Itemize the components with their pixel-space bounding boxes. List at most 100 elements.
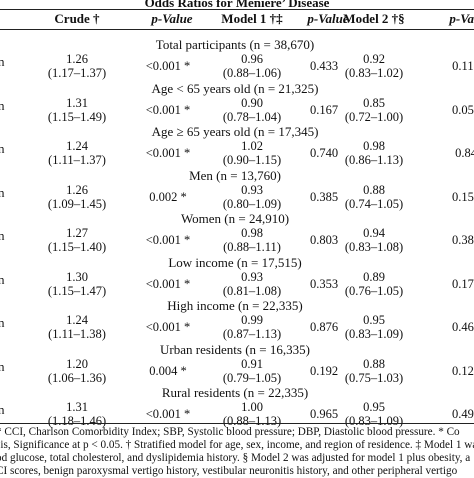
cell-m2-ci: (0.83–1.09)	[344, 414, 404, 428]
cell-crude-ci: (1.18–1.46)	[47, 414, 107, 428]
cell-m1-ci: (0.79–1.05)	[222, 370, 282, 385]
cell-p1: <0.001 *	[145, 407, 191, 421]
row-label: n	[0, 271, 5, 287]
cell-p2: 0.385	[309, 189, 339, 204]
row-label: n	[0, 54, 5, 69]
group-label: Men (n = 13,760)	[189, 167, 281, 183]
header-crude: Crude †	[54, 11, 100, 26]
table-title: Odds Ratios for Meniere’ Disease	[144, 0, 330, 10]
cell-p1: <0.001 *	[145, 320, 191, 334]
cell-crude-ci: (1.11–1.37)	[48, 153, 106, 167]
cell-crude-ci: (1.06–1.36)	[47, 370, 107, 385]
cell-p1: <0.001 *	[145, 276, 191, 291]
group-label: High income (n = 22,335)	[167, 298, 303, 313]
header-p-value-2: p-Value	[307, 11, 349, 26]
cell-m1: 0.99	[241, 313, 263, 327]
footnote-line-1: * CCI, Charlson Comorbidity Index; SBP, …	[0, 426, 460, 438]
header-p-value-1: p-Value	[151, 11, 193, 26]
cell-m1: 1.02	[241, 139, 263, 153]
cell-m2: 0.98	[363, 139, 385, 153]
cell-m1-ci: (0.78–1.04)	[222, 109, 282, 124]
cell-m2: 0.88	[363, 356, 385, 371]
cell-m2: 0.92	[363, 52, 385, 66]
header-model-1: Model 1 †‡	[221, 11, 283, 26]
footnote-line-2: sis, Significance at p < 0.05. † Stratif…	[0, 439, 474, 451]
cell-m2-ci: (0.86–1.13)	[344, 153, 404, 167]
cell-crude-ci: (1.15–1.49)	[47, 109, 107, 124]
row-label: n	[0, 402, 5, 417]
cell-m1: 0.91	[241, 356, 263, 371]
cell-m2-ci: (0.72–1.00)	[344, 109, 404, 124]
cell-p3: 0.462	[451, 320, 474, 334]
cell-m2: 0.95	[363, 313, 385, 327]
group-label: Women (n = 24,910)	[180, 211, 290, 226]
cell-m2-ci: (0.76–1.05)	[344, 283, 404, 298]
row-label: n	[0, 315, 5, 330]
group-label: Rural residents (n = 22,335)	[161, 385, 309, 400]
row-label: n	[0, 358, 5, 374]
footnote-line-4: CI scores, benign paroxysmal vertigo his…	[0, 465, 458, 477]
row-label: n	[0, 228, 5, 243]
header-model-2: Model 2 †§	[343, 11, 405, 26]
cell-m1: 0.98	[241, 226, 263, 240]
cell-p2: 0.192	[309, 363, 339, 378]
cell-p1: 0.004 *	[149, 363, 187, 378]
cell-crude: 1.24	[66, 139, 88, 153]
cell-crude-ci: (1.11–1.38)	[48, 327, 106, 341]
cell-p1: <0.001 *	[145, 233, 191, 247]
cell-crude: 1.30	[66, 269, 88, 284]
cell-p3: 0.110	[452, 59, 474, 73]
cell-m1-ci: (0.88–1.13)	[222, 414, 282, 428]
cell-p2: 0.353	[309, 276, 339, 291]
cell-crude-ci: (1.15–1.40)	[47, 240, 107, 254]
cell-m2-ci: (0.83–1.08)	[344, 240, 404, 254]
cell-m2: 0.95	[363, 400, 385, 414]
cell-crude: 1.31	[66, 95, 88, 110]
row-label: n	[0, 184, 5, 200]
cell-crude-ci: (1.17–1.37)	[47, 66, 107, 80]
cell-m2-ci: (0.74–1.05)	[344, 196, 404, 211]
group-label: Age ≥ 65 years old (n = 17,345)	[151, 124, 319, 139]
cell-p1: <0.001 *	[145, 146, 191, 160]
cell-p3: 0.496	[451, 407, 474, 421]
cell-crude: 1.26	[66, 52, 88, 66]
cell-m2-ci: (0.75–1.03)	[344, 370, 404, 385]
cell-p2: 0.740	[309, 146, 339, 160]
cell-m1: 0.90	[241, 95, 263, 110]
cell-m2-ci: (0.83–1.09)	[344, 327, 404, 341]
header-p-value-3: p-Value	[449, 11, 474, 26]
cell-p3: 0.158	[451, 189, 474, 204]
cell-p2: 0.876	[309, 320, 339, 334]
cell-m2: 0.88	[363, 182, 385, 197]
cell-crude-ci: (1.09–1.45)	[47, 196, 107, 211]
cell-p3: 0.384	[451, 233, 474, 247]
row-label: n	[0, 141, 5, 156]
cell-m2: 0.89	[363, 269, 385, 284]
cell-crude: 1.31	[66, 400, 88, 414]
cell-p2: 0.433	[309, 59, 339, 73]
group-label: Low income (n = 17,515)	[168, 254, 302, 270]
cell-m1-ci: (0.88–1.06)	[222, 66, 282, 80]
cell-p1: <0.001 *	[145, 59, 191, 73]
cell-p3: 0.84	[455, 146, 474, 160]
cell-p3: 0.121	[451, 363, 474, 378]
cell-m2: 0.94	[363, 226, 385, 240]
cell-p1: 0.002 *	[149, 189, 187, 204]
cell-crude: 1.27	[66, 226, 88, 240]
cell-crude-ci: (1.15–1.47)	[47, 283, 107, 298]
bottom-rule	[0, 423, 474, 424]
row-label: n	[0, 97, 5, 113]
cell-m1: 1.00	[241, 400, 263, 414]
cell-m2: 0.85	[363, 95, 385, 110]
cell-p1: <0.001 *	[145, 102, 191, 117]
top-rule	[0, 9, 474, 10]
cell-m1: 0.96	[241, 52, 263, 66]
cell-crude: 1.26	[66, 182, 88, 197]
cell-m1-ci: (0.81–1.08)	[222, 283, 282, 298]
cell-crude: 1.24	[66, 313, 88, 327]
cell-p2: 0.965	[309, 407, 339, 421]
cell-m1-ci: (0.90–1.15)	[222, 153, 282, 167]
cell-crude: 1.20	[66, 356, 88, 371]
header-rule	[0, 29, 474, 30]
cell-m1-ci: (0.87–1.13)	[222, 327, 282, 341]
